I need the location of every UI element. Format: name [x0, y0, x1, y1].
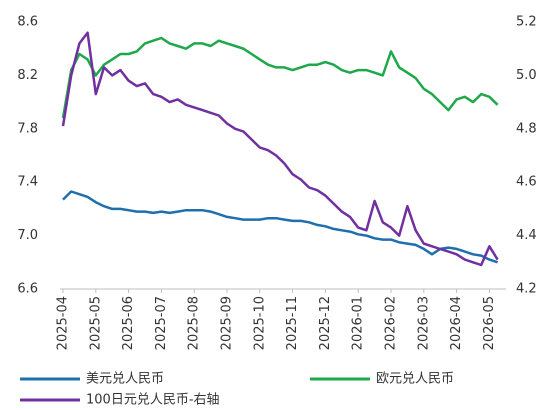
series-line — [61, 36, 499, 119]
y2-tick-label: 5.2 — [516, 15, 537, 30]
x-tick-label: 2026-03 — [416, 296, 431, 350]
y-tick-label: 8.6 — [17, 15, 38, 30]
series-line — [62, 190, 498, 264]
y2-tick-label: 4.4 — [516, 228, 537, 243]
x-tick-label: 2025-09 — [220, 296, 235, 350]
x-tick-label: 2025-11 — [285, 296, 300, 350]
y2-tick-label: 4.2 — [516, 282, 537, 297]
x-tick-label: 2026-02 — [384, 296, 399, 350]
x-tick-label: 2025-05 — [88, 296, 103, 350]
y2-tick-label: 4.8 — [516, 121, 537, 136]
series-line — [61, 31, 499, 267]
legend-label: 欧元兑人民币 — [376, 372, 454, 387]
x-tick-label: 2025-07 — [154, 296, 169, 350]
y2-tick-label: 5.0 — [516, 68, 537, 83]
legend-label: 100日元兑人民币-右轴 — [86, 393, 220, 408]
x-tick-label: 2025-12 — [318, 296, 333, 350]
x-tick-label: 2025-04 — [56, 296, 71, 350]
x-tick-label: 2026-04 — [449, 296, 464, 350]
x-tick-label: 2026-05 — [482, 296, 497, 350]
x-tick-label: 2025-08 — [187, 296, 202, 350]
y-tick-label: 7.4 — [17, 175, 38, 190]
y-tick-label: 7.0 — [17, 228, 38, 243]
y-tick-label: 8.2 — [17, 68, 38, 83]
x-tick-label: 2025-06 — [121, 296, 136, 350]
y2-tick-label: 4.6 — [516, 175, 537, 190]
y-tick-label: 7.8 — [17, 121, 38, 136]
x-tick-label: 2025-10 — [252, 296, 267, 350]
legend-label: 美元兑人民币 — [86, 372, 164, 387]
y-tick-label: 6.6 — [17, 282, 38, 297]
x-tick-label: 2026-01 — [351, 296, 366, 350]
